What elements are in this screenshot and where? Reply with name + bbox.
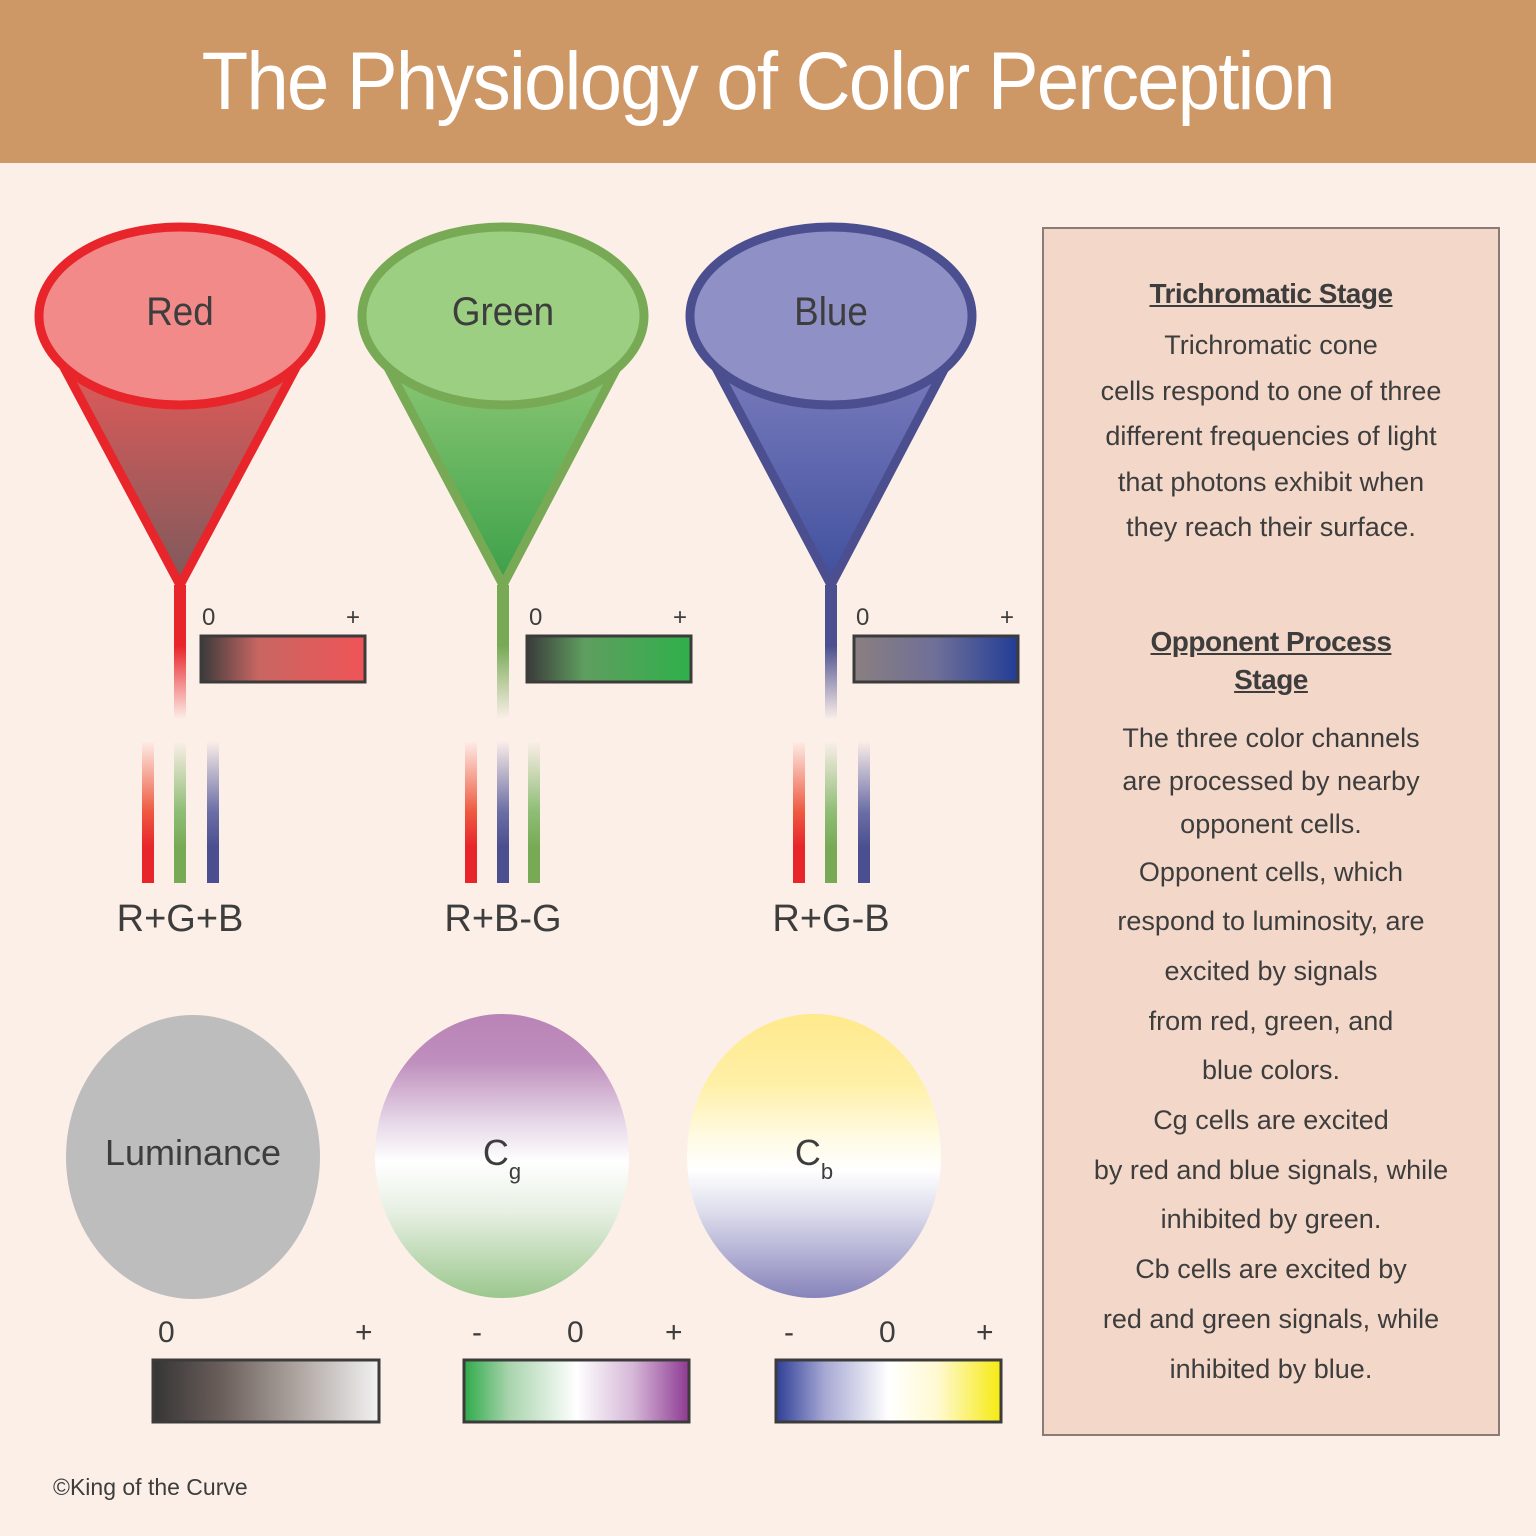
page-title: The Physiology of Color Perception bbox=[201, 35, 1336, 127]
channel-bars-2 bbox=[465, 740, 540, 883]
title-banner: The Physiology of Color Perception bbox=[0, 0, 1536, 163]
trichromatic-heading: Trichromatic Stage bbox=[1149, 278, 1393, 309]
cone-label-blue: Blue bbox=[794, 290, 868, 334]
cg-scale-minus: - bbox=[472, 1316, 482, 1349]
channel-bars-3 bbox=[793, 740, 870, 883]
formula-2: R+B-G bbox=[444, 898, 562, 940]
red-cone bbox=[34, 222, 326, 720]
info-panel: Trichromatic Stage Trichromatic cone cel… bbox=[1042, 227, 1500, 1436]
green-response-scale bbox=[525, 634, 693, 684]
cb-oval bbox=[687, 1014, 941, 1298]
formula-3: R+G-B bbox=[772, 898, 890, 940]
cone-label-green: Green bbox=[451, 290, 555, 334]
luminance-scale-plus: + bbox=[355, 1316, 373, 1349]
cg-label: Cg bbox=[482, 1132, 522, 1184]
cg-scale bbox=[462, 1358, 691, 1424]
red-response-scale bbox=[199, 634, 367, 684]
trichromatic-text: Trichromatic cone cells respond to one o… bbox=[1100, 330, 1442, 542]
cb-scale-minus: - bbox=[784, 1316, 794, 1349]
blue-scale-max: + bbox=[1000, 604, 1015, 631]
cg-scale-plus: + bbox=[665, 1316, 683, 1349]
luminance-label: Luminance bbox=[104, 1132, 282, 1173]
luminance-scale-zero: 0 bbox=[158, 1316, 175, 1349]
blue-cone bbox=[685, 222, 977, 720]
red-scale-min: 0 bbox=[202, 604, 216, 631]
cb-scale-zero: 0 bbox=[879, 1316, 896, 1349]
cg-scale-zero: 0 bbox=[567, 1316, 584, 1349]
cone-label-red: Red bbox=[146, 290, 214, 334]
luminance-oval bbox=[66, 1015, 320, 1299]
green-scale-max: + bbox=[673, 604, 688, 631]
cb-scale bbox=[774, 1358, 1003, 1424]
cb-label: Cb bbox=[794, 1132, 834, 1184]
red-scale-max: + bbox=[346, 604, 361, 631]
channel-bars-1 bbox=[142, 740, 219, 883]
blue-response-scale bbox=[852, 634, 1020, 684]
cg-oval bbox=[375, 1014, 629, 1298]
opponent-text-b: Opponent cells, which respond to luminos… bbox=[1093, 856, 1449, 1384]
green-cone bbox=[357, 222, 649, 720]
opponent-heading: Opponent Process Stage bbox=[1150, 625, 1392, 695]
green-scale-min: 0 bbox=[529, 604, 543, 631]
copyright-footer: ©King of the Curve bbox=[53, 1474, 248, 1500]
cb-scale-plus: + bbox=[976, 1316, 994, 1349]
formula-1: R+G+B bbox=[116, 898, 244, 940]
luminance-scale bbox=[151, 1358, 381, 1424]
blue-scale-min: 0 bbox=[856, 604, 870, 631]
opponent-text-a: The three color channels are processed b… bbox=[1122, 722, 1420, 839]
diagram-graphics bbox=[34, 222, 1020, 1424]
